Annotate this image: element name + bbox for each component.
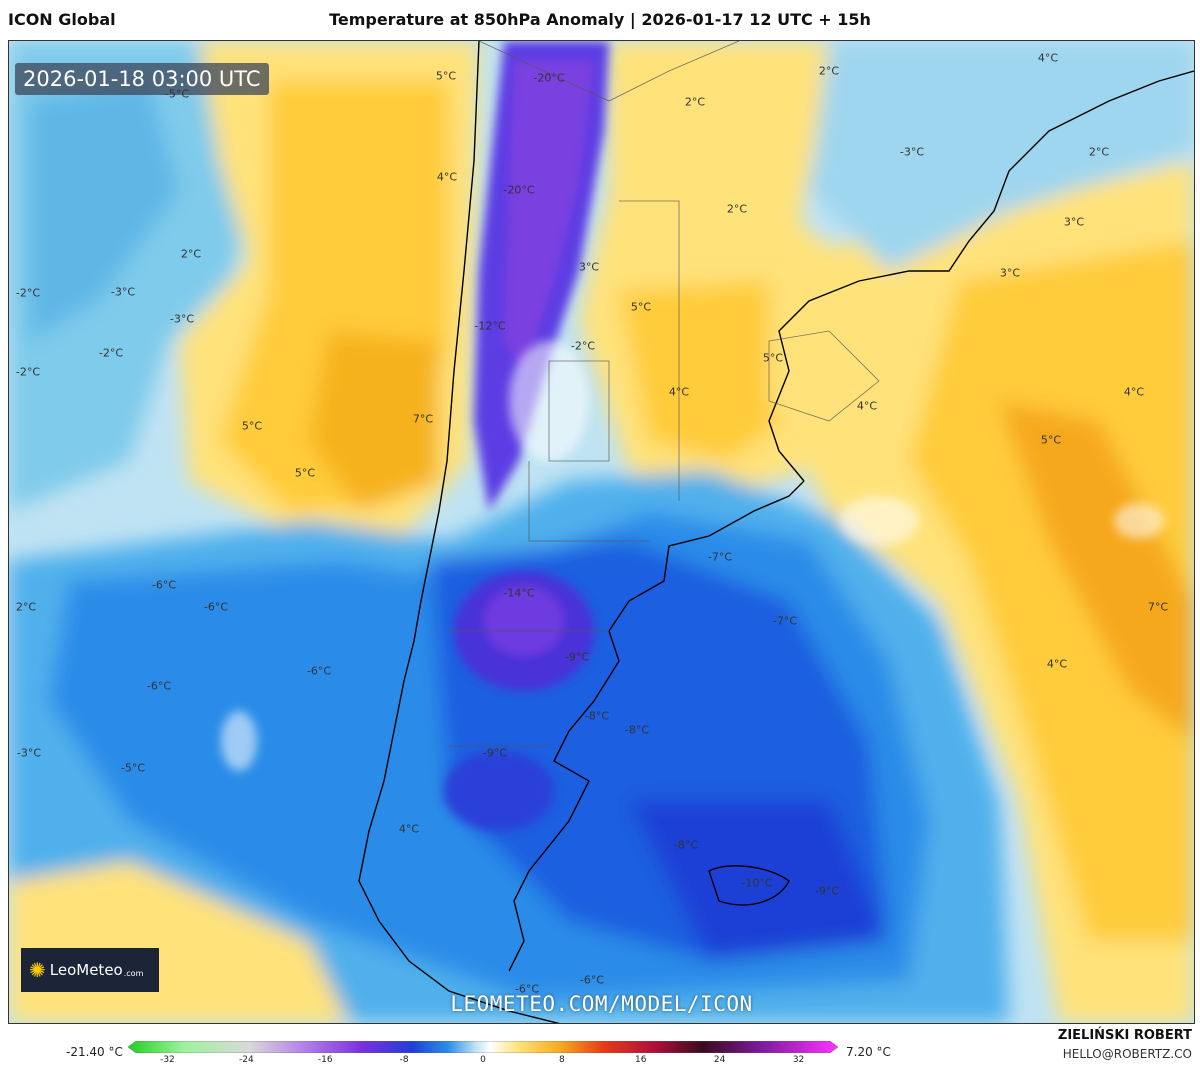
temperature-label: -3°C [110, 285, 136, 299]
temperature-label: 2°C [818, 64, 840, 78]
temperature-label: 5°C [435, 69, 457, 83]
temperature-label: -6°C [579, 973, 605, 987]
temperature-label: 2°C [180, 247, 202, 261]
temperature-label: 4°C [668, 385, 690, 399]
logo-domain: .com [123, 968, 144, 978]
footer: -21.40 °C -32 -24 -16 [0, 1022, 1200, 1066]
temperature-label: 2°C [726, 202, 748, 216]
model-name: ICON Global [8, 10, 116, 29]
temperature-label: 7°C [1147, 600, 1169, 614]
anomaly-field [9, 41, 1194, 1023]
temperature-label: -5°C [164, 87, 190, 101]
temperature-label: -5°C [120, 761, 146, 775]
temperature-label: 3°C [1063, 215, 1085, 229]
header: ICON Global Temperature at 850hPa Anomal… [0, 0, 1200, 40]
temperature-label: -6°C [514, 982, 540, 996]
temperature-label: 4°C [436, 170, 458, 184]
temperature-label: 5°C [241, 419, 263, 433]
colorbar-tick: 32 [792, 1055, 805, 1065]
temperature-label: 4°C [398, 822, 420, 836]
colorbar-tick: 24 [713, 1055, 726, 1065]
temperature-label: -7°C [707, 550, 733, 564]
colorbar-gradient [128, 1041, 838, 1053]
logo-brand: LeoMeteo [49, 961, 123, 979]
temperature-label: 3°C [999, 266, 1021, 280]
temperature-label: -6°C [306, 664, 332, 678]
sun-icon: ✺ [29, 958, 46, 982]
map-title: Temperature at 850hPa Anomaly | 2026-01-… [329, 10, 871, 29]
temperature-label: -2°C [15, 365, 41, 379]
temperature-label: -3°C [169, 312, 195, 326]
temperature-label: 5°C [762, 351, 784, 365]
temperature-label: -2°C [570, 339, 596, 353]
colorbar-max-label: 7.20 °C [846, 1045, 891, 1059]
temperature-label: 5°C [294, 466, 316, 480]
colorbar-tick: 8 [559, 1055, 565, 1065]
temperature-label: 2°C [1088, 145, 1110, 159]
temperature-label: 4°C [1046, 657, 1068, 671]
temperature-label: 4°C [1037, 51, 1059, 65]
temperature-label: 5°C [630, 300, 652, 314]
temperature-label: -8°C [673, 838, 699, 852]
colorbar [128, 1041, 838, 1053]
temperature-label: -8°C [624, 723, 650, 737]
temperature-label: -9°C [814, 884, 840, 898]
temperature-label: 7°C [412, 412, 434, 426]
temperature-label: -10°C [741, 876, 773, 890]
colorbar-tick: -16 [317, 1055, 333, 1065]
temperature-label: 2°C [15, 600, 37, 614]
temperature-label: -12°C [474, 319, 506, 333]
temperature-label: -3°C [899, 145, 925, 159]
temperature-label: 3°C [578, 260, 600, 274]
colorbar-tick: 0 [480, 1055, 486, 1065]
colorbar-tick: -8 [399, 1055, 409, 1065]
temperature-label: 4°C [1123, 385, 1145, 399]
temperature-label: -20°C [533, 71, 565, 85]
leometeo-logo[interactable]: ✺ LeoMeteo .com [21, 948, 159, 992]
temperature-label: -3°C [16, 746, 42, 760]
temperature-label: -2°C [98, 346, 124, 360]
temperature-label: -9°C [482, 746, 508, 760]
temperature-label: -7°C [772, 614, 798, 628]
temperature-label: -20°C [503, 183, 535, 197]
temperature-label: -2°C [15, 286, 41, 300]
temperature-label: -6°C [203, 600, 229, 614]
colorbar-tick: -24 [238, 1055, 254, 1065]
temperature-label: -6°C [146, 679, 172, 693]
author-email[interactable]: HELLO@ROBERTZ.CO [1062, 1047, 1192, 1061]
weather-map: 2026-01-18 03:00 UTC 5°C -20°C 2°C 4°C -5°C 2… [8, 40, 1195, 1024]
author-name: ZIELIŃSKI ROBERT [1057, 1028, 1192, 1043]
temperature-label: -9°C [564, 650, 590, 664]
temperature-label: -14°C [503, 586, 535, 600]
colorbar-tick: 16 [635, 1055, 647, 1065]
colorbar-min-label: -21.40 °C [66, 1045, 123, 1059]
valid-time-badge: 2026-01-18 03:00 UTC [15, 63, 269, 95]
temperature-label: 5°C [1040, 433, 1062, 447]
temperature-label: 4°C [856, 399, 878, 413]
temperature-label: -8°C [584, 709, 610, 723]
temperature-label: 2°C [684, 95, 706, 109]
colorbar-tick: -32 [160, 1055, 175, 1065]
temperature-label: -6°C [151, 578, 177, 592]
watermark-url[interactable]: LEOMETEO.COM/MODEL/ICON [450, 992, 753, 1016]
